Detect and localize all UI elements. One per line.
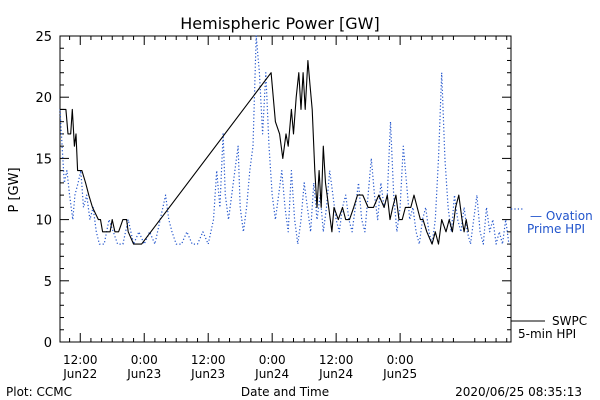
y-tick-label: 20	[35, 91, 52, 106]
footer-plot-credit: Plot: CCMC	[6, 385, 72, 399]
x-tick-label-time: 0:00	[387, 353, 414, 367]
plot-frame	[59, 35, 512, 343]
x-tick-label-date: Jun24	[254, 367, 289, 381]
y-tick-label: 5	[44, 275, 52, 290]
legend-ovation-label-1: — Ovation	[530, 209, 593, 223]
legend-swpc-label-2: 5-min HPI	[518, 327, 576, 341]
x-tick-label-time: 12:00	[319, 353, 354, 367]
x-tick-label-time: 0:00	[131, 353, 158, 367]
x-tick-label-date: Jun23	[126, 367, 161, 381]
x-tick-label-date: Jun24	[318, 367, 353, 381]
x-axis-label: Date and Time	[241, 385, 329, 399]
y-tick-label: 15	[35, 152, 52, 167]
x-tick-label-date: Jun22	[62, 367, 97, 381]
x-tick-label-date: Jun25	[382, 367, 417, 381]
x-tick-label-time: 0:00	[259, 353, 286, 367]
legend-swpc-label-1: SWPC	[552, 314, 587, 328]
legend-ovation-label-2: Prime HPI	[527, 222, 585, 236]
y-tick-label: 25	[35, 30, 52, 45]
y-tick-label: 10	[35, 214, 52, 229]
footer-timestamp: 2020/06/25 08:35:13	[455, 385, 582, 399]
y-tick-label: 0	[44, 336, 52, 351]
x-tick-label-date: Jun23	[190, 367, 225, 381]
y-axis-label: P [GW]	[7, 167, 22, 212]
axis-ticks: 051015202512:00Jun220:00Jun2312:00Jun230…	[35, 30, 511, 381]
series-ovation-prime-line	[59, 35, 510, 245]
chart-title: Hemispheric Power [GW]	[180, 14, 379, 33]
x-tick-label-time: 12:00	[63, 353, 98, 367]
x-tick-label-time: 12:00	[191, 353, 226, 367]
series-layer	[59, 35, 510, 245]
series-swpc-line	[60, 59, 469, 245]
